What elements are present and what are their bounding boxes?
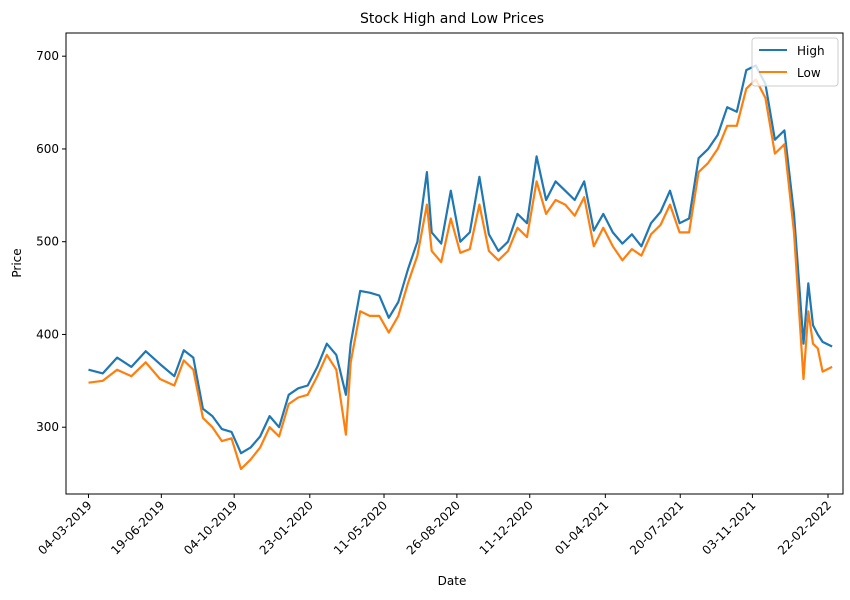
plot-frame — [65, 32, 844, 495]
y-tick-label: 700 — [36, 49, 59, 63]
x-axis: 04-03-2019 19-06-2019 04-10-2019 23-01-2020… — [35, 494, 834, 557]
x-tick-label: 01-04-2021 — [552, 498, 611, 557]
legend-label-high: High — [797, 44, 825, 58]
x-tick-label: 11-05-2020 — [331, 498, 390, 557]
series-layer — [88, 64, 833, 471]
x-tick-label: 04-10-2019 — [181, 498, 240, 557]
x-tick-label: 11-12-2020 — [477, 498, 536, 557]
y-axis: 300 400 500 600 700 — [36, 49, 66, 434]
series-line-high — [88, 64, 833, 455]
x-tick-label: 22-02-2022 — [775, 498, 834, 557]
legend-box — [751, 37, 839, 87]
x-axis-title: Date — [438, 574, 467, 588]
y-tick-label: 400 — [36, 327, 59, 341]
x-tick-label: 26-08-2020 — [404, 498, 463, 557]
x-tick-label: 19-06-2019 — [108, 498, 167, 557]
x-tick-label: 20-07-2021 — [627, 498, 686, 557]
y-tick-label: 600 — [36, 142, 59, 156]
series-line-low — [88, 78, 833, 471]
legend: High Low — [751, 37, 839, 87]
x-tick-label: 04-03-2019 — [35, 498, 94, 557]
y-tick-label: 300 — [36, 420, 59, 434]
plot-area — [65, 32, 844, 495]
x-tick-label: 23-01-2020 — [257, 498, 316, 557]
x-tick-label: 03-11-2021 — [699, 498, 758, 557]
legend-label-low: Low — [797, 66, 821, 80]
y-tick-label: 500 — [36, 235, 59, 249]
y-axis-title: Price — [10, 248, 24, 277]
chart-title: Stock High and Low Prices — [360, 11, 544, 27]
